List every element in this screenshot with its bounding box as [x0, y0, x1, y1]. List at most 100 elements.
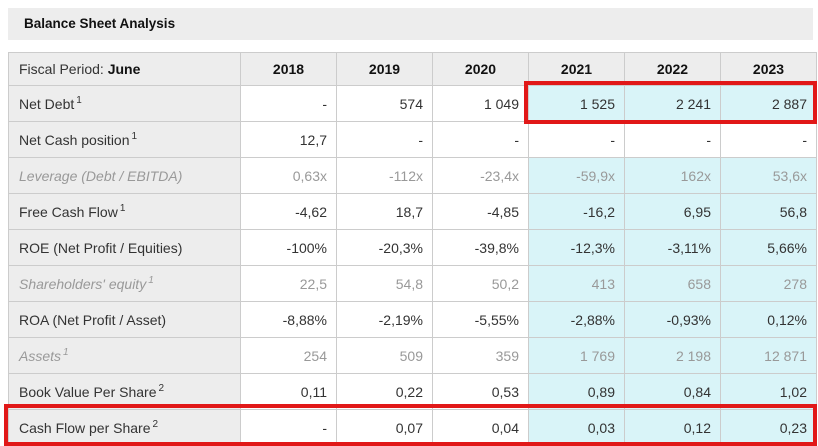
row-label: Net Debt 1	[8, 85, 241, 122]
cell-2019: -112x	[336, 157, 433, 194]
cell-2023: 12 871	[720, 337, 817, 374]
row-label: Cash Flow per Share 2	[8, 409, 241, 446]
cell-2018: 0,63x	[240, 157, 337, 194]
cell-2023: 53,6x	[720, 157, 817, 194]
table-header-row: Fiscal Period: June 2018 2019 2020 2021 2022…	[8, 52, 817, 86]
row-label: ROE (Net Profit / Equities)	[8, 229, 241, 266]
cell-2019: 0,22	[336, 373, 433, 410]
footnote-marker: 1	[119, 202, 126, 214]
cell-2020: -	[432, 121, 529, 158]
cell-2022: -0,93%	[624, 301, 721, 338]
footnote-marker: 2	[152, 418, 159, 430]
cell-2021: -16,2	[528, 193, 625, 230]
section-title-bar: Balance Sheet Analysis	[8, 8, 813, 40]
cell-2020: -23,4x	[432, 157, 529, 194]
column-header-2023: 2023	[720, 52, 817, 86]
cell-2022: 0,84	[624, 373, 721, 410]
table-row: Free Cash Flow 1 -4,62 18,7 -4,85 -16,2 6,95 56…	[8, 193, 817, 230]
cell-2021: 0,89	[528, 373, 625, 410]
cell-2023: -	[720, 121, 817, 158]
footnote-marker: 1	[131, 130, 138, 142]
cell-2023: 5,66%	[720, 229, 817, 266]
cell-2023: 2 887	[720, 85, 817, 122]
cell-2019: 574	[336, 85, 433, 122]
table-row: ROE (Net Profit / Equities) -100% -20,3% -3…	[8, 229, 817, 266]
cell-2019: -	[336, 121, 433, 158]
cell-2020: 1 049	[432, 85, 529, 122]
row-label: ROA (Net Profit / Asset)	[8, 301, 241, 338]
table-row: Assets 1 254 509 359 1 769 2 198 12 871	[8, 337, 817, 374]
footnote-marker: 1	[76, 94, 82, 106]
cell-2022: 162x	[624, 157, 721, 194]
fiscal-period-header: Fiscal Period: June	[8, 52, 241, 86]
cell-2018: 22,5	[240, 265, 337, 302]
cell-2022: -	[624, 121, 721, 158]
row-label: Net Cash position 1	[8, 121, 241, 158]
cell-2021: -2,88%	[528, 301, 625, 338]
cell-2020: 359	[432, 337, 529, 374]
footnote-marker: 2	[158, 382, 165, 394]
table-row: Net Debt 1-574 1 049 1 525 2 241 2 887	[8, 85, 817, 122]
cell-2022: -3,11%	[624, 229, 721, 266]
cell-2023: 278	[720, 265, 817, 302]
cell-2022: 2 198	[624, 337, 721, 374]
cell-2020: 0,53	[432, 373, 529, 410]
cell-2018: -8,88%	[240, 301, 337, 338]
cell-2022: 658	[624, 265, 721, 302]
row-label: Free Cash Flow 1	[8, 193, 241, 230]
cell-2018: 12,7	[240, 121, 337, 158]
cell-2021: 0,03	[528, 409, 625, 446]
cell-2021: -59,9x	[528, 157, 625, 194]
cell-2018: -100%	[240, 229, 337, 266]
column-header-2018: 2018	[240, 52, 337, 86]
cell-2020: -4,85	[432, 193, 529, 230]
cell-2018: 254	[240, 337, 337, 374]
table-row: Book Value Per Share 2 0,11 0,22 0,53 0,89 0,8…	[8, 373, 817, 410]
cell-2020: -5,55%	[432, 301, 529, 338]
column-header-2022: 2022	[624, 52, 721, 86]
cell-2019: 0,07	[336, 409, 433, 446]
cell-2023: 0,12%	[720, 301, 817, 338]
cell-2018: -	[240, 409, 337, 446]
cell-2019: -2,19%	[336, 301, 433, 338]
column-header-2020: 2020	[432, 52, 529, 86]
cell-2019: 18,7	[336, 193, 433, 230]
fiscal-period-value: June	[107, 61, 141, 77]
cell-2023: 0,23	[720, 409, 817, 446]
table-row: Cash Flow per Share 2-0,07 0,04 0,03 0,12 0,2…	[8, 409, 817, 446]
column-header-2019: 2019	[336, 52, 433, 86]
cell-2023: 56,8	[720, 193, 817, 230]
row-label: Book Value Per Share 2	[8, 373, 241, 410]
row-label: Leverage (Debt / EBITDA)	[8, 157, 241, 194]
table-row: Shareholders' equity 1 22,5 54,8 50,2 413 658 2…	[8, 265, 817, 302]
footnote-marker: 1	[63, 346, 69, 358]
cell-2018: -4,62	[240, 193, 337, 230]
table-row: Leverage (Debt / EBITDA) 0,63x -112x -23,4x…	[8, 157, 817, 194]
cell-2018: 0,11	[240, 373, 337, 410]
cell-2020: 50,2	[432, 265, 529, 302]
footnote-marker: 1	[148, 274, 154, 286]
cell-2021: 413	[528, 265, 625, 302]
cell-2021: 1 769	[528, 337, 625, 374]
cell-2018: -	[240, 85, 337, 122]
fiscal-period-label: Fiscal Period:	[19, 61, 104, 77]
cell-2020: -39,8%	[432, 229, 529, 266]
cell-2019: -20,3%	[336, 229, 433, 266]
page-title: Balance Sheet Analysis	[24, 16, 176, 31]
cell-2022: 0,12	[624, 409, 721, 446]
cell-2023: 1,02	[720, 373, 817, 410]
cell-2019: 509	[336, 337, 433, 374]
table-row: Net Cash position 1 12,7- - - - -	[8, 121, 817, 158]
cell-2021: 1 525	[528, 85, 625, 122]
row-label: Shareholders' equity 1	[8, 265, 241, 302]
cell-2020: 0,04	[432, 409, 529, 446]
row-label: Assets 1	[8, 337, 241, 374]
cell-2021: -	[528, 121, 625, 158]
balance-sheet-table: Fiscal Period: June 2018 2019 2020 2021 2022…	[8, 52, 817, 446]
cell-2019: 54,8	[336, 265, 433, 302]
cell-2021: -12,3%	[528, 229, 625, 266]
cell-2022: 6,95	[624, 193, 721, 230]
cell-2022: 2 241	[624, 85, 721, 122]
table-row: ROA (Net Profit / Asset) -8,88% -2,19% -5,5…	[8, 301, 817, 338]
column-header-2021: 2021	[528, 52, 625, 86]
